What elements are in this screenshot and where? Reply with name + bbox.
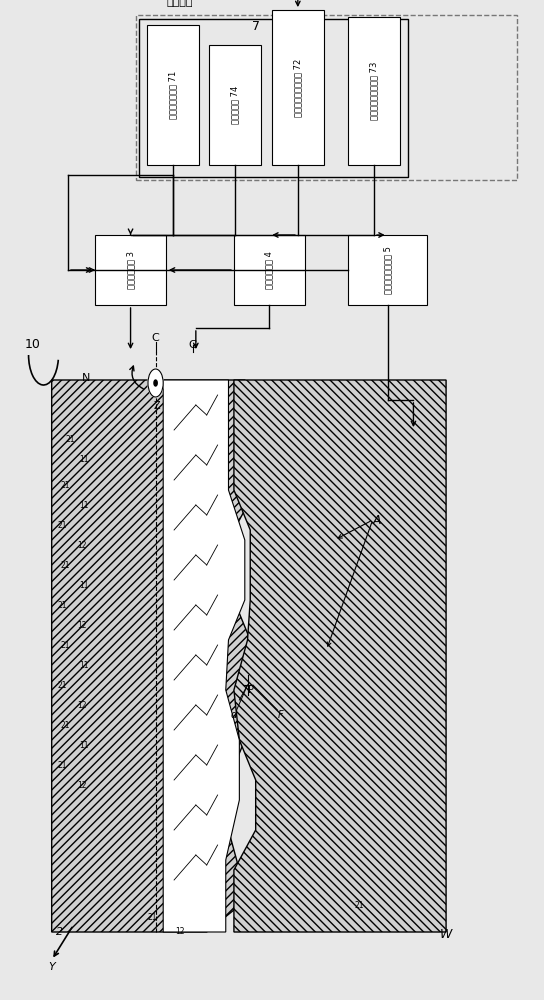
Text: 位置调节机构 3: 位置调节机构 3 <box>126 251 135 289</box>
Text: 21: 21 <box>147 914 157 922</box>
Polygon shape <box>163 380 245 932</box>
Text: 磨石旋转马达 4: 磨石旋转马达 4 <box>265 251 274 289</box>
Text: 12: 12 <box>77 540 86 550</box>
Circle shape <box>148 369 163 397</box>
Text: 12: 12 <box>77 620 86 630</box>
Polygon shape <box>234 380 446 932</box>
Bar <box>348 235 427 305</box>
Text: 扇矩控制机构控制部 73: 扇矩控制机构控制部 73 <box>369 62 379 120</box>
Text: 11: 11 <box>79 740 89 750</box>
Bar <box>209 45 261 165</box>
Text: N: N <box>82 373 90 383</box>
Text: 7: 7 <box>252 20 259 33</box>
Text: C: C <box>151 333 159 343</box>
Text: F: F <box>277 710 283 720</box>
Bar <box>234 235 305 305</box>
Text: Y: Y <box>48 962 55 972</box>
Text: 12: 12 <box>77 780 86 790</box>
Bar <box>95 235 166 305</box>
Text: 旋转扮矩控制机构 5: 旋转扮矩控制机构 5 <box>383 246 392 294</box>
Text: W: W <box>440 928 452 942</box>
Text: 2: 2 <box>56 927 64 937</box>
Text: 21: 21 <box>58 520 67 530</box>
Text: 相对位置控制部 71: 相对位置控制部 71 <box>168 71 177 119</box>
Text: 振动控制部 74: 振动控制部 74 <box>231 86 240 124</box>
Bar <box>272 10 324 165</box>
Bar <box>348 17 400 165</box>
Text: 21: 21 <box>60 481 70 489</box>
Text: 21: 21 <box>60 641 70 650</box>
Text: d: d <box>231 710 237 720</box>
Text: 21: 21 <box>66 436 76 444</box>
Text: 21: 21 <box>58 760 67 770</box>
Text: A: A <box>373 514 381 526</box>
Text: 21: 21 <box>354 900 364 910</box>
Bar <box>139 19 408 177</box>
Text: 12: 12 <box>77 700 86 710</box>
Bar <box>147 25 199 165</box>
Text: 磨石旋转机构控制部 72: 磨石旋转机构控制部 72 <box>293 58 302 117</box>
Text: 11: 11 <box>79 580 89 589</box>
Text: 21: 21 <box>58 680 67 690</box>
Text: 11: 11 <box>79 500 89 510</box>
Text: Z: Z <box>153 401 160 411</box>
Text: 21: 21 <box>60 560 70 570</box>
Text: 11: 11 <box>79 456 89 464</box>
Text: 21: 21 <box>60 720 70 730</box>
Text: 控制机构: 控制机构 <box>166 0 193 7</box>
Bar <box>136 15 517 180</box>
Polygon shape <box>52 380 267 932</box>
Text: 21: 21 <box>58 600 67 609</box>
Text: 11: 11 <box>79 660 89 670</box>
Text: 10: 10 <box>24 338 41 352</box>
Text: 12: 12 <box>175 928 184 936</box>
Circle shape <box>154 380 157 386</box>
Text: P: P <box>248 685 254 695</box>
Text: G: G <box>189 340 197 350</box>
